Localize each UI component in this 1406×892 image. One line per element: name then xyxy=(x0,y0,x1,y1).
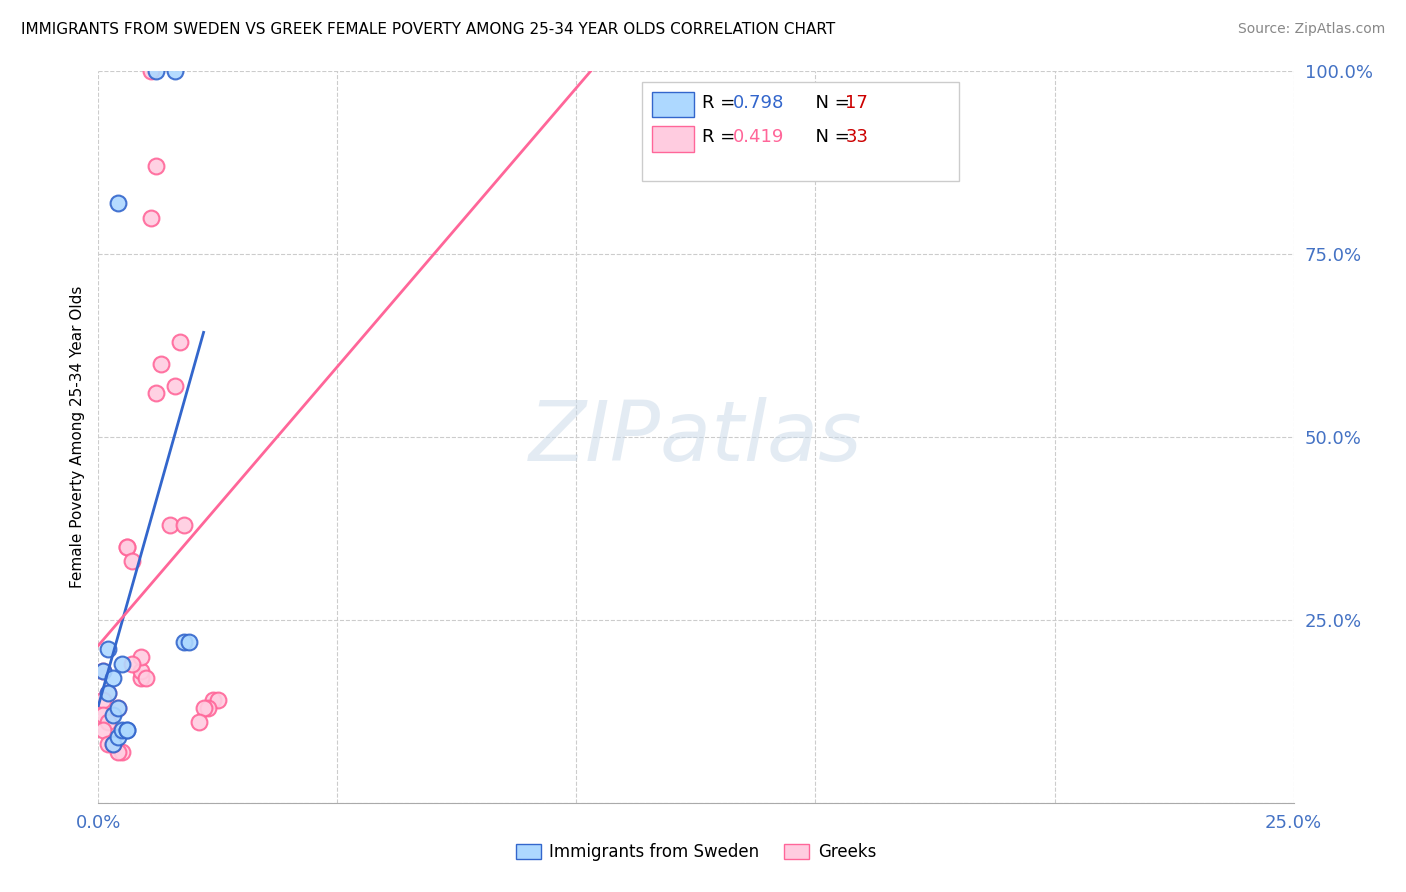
Point xyxy=(101,708,124,723)
Point xyxy=(111,745,134,759)
Point xyxy=(91,708,114,723)
Point xyxy=(115,540,138,554)
Point xyxy=(173,635,195,649)
Point xyxy=(131,664,153,678)
Point xyxy=(197,700,219,714)
Point xyxy=(91,664,114,678)
FancyBboxPatch shape xyxy=(652,126,693,152)
FancyBboxPatch shape xyxy=(643,82,959,181)
Text: N =: N = xyxy=(804,128,855,146)
Point xyxy=(101,672,124,686)
Point xyxy=(97,715,120,730)
Point xyxy=(115,723,138,737)
Point xyxy=(149,357,172,371)
Point xyxy=(139,64,162,78)
Point xyxy=(145,386,167,401)
Text: R =: R = xyxy=(702,94,741,112)
Legend: Immigrants from Sweden, Greeks: Immigrants from Sweden, Greeks xyxy=(509,837,883,868)
Point xyxy=(111,723,134,737)
Text: Source: ZipAtlas.com: Source: ZipAtlas.com xyxy=(1237,22,1385,37)
Point xyxy=(107,745,129,759)
Point xyxy=(173,517,195,532)
Text: R =: R = xyxy=(702,128,741,146)
Point xyxy=(135,672,157,686)
Point xyxy=(145,160,167,174)
Point xyxy=(97,737,120,751)
Point xyxy=(169,334,191,349)
Point xyxy=(107,196,129,211)
Point xyxy=(207,693,229,707)
Point xyxy=(131,672,153,686)
Y-axis label: Female Poverty Among 25-34 Year Olds: Female Poverty Among 25-34 Year Olds xyxy=(69,286,84,588)
Point xyxy=(163,379,186,393)
Text: ZIPatlas: ZIPatlas xyxy=(529,397,863,477)
Point xyxy=(97,686,120,700)
Point xyxy=(111,657,134,671)
Point xyxy=(187,715,209,730)
Point xyxy=(115,540,138,554)
Point xyxy=(121,657,143,671)
Point xyxy=(97,686,120,700)
Point xyxy=(179,635,201,649)
Point xyxy=(107,730,129,744)
Point xyxy=(97,642,120,657)
Text: IMMIGRANTS FROM SWEDEN VS GREEK FEMALE POVERTY AMONG 25-34 YEAR OLDS CORRELATION: IMMIGRANTS FROM SWEDEN VS GREEK FEMALE P… xyxy=(21,22,835,37)
Text: 17: 17 xyxy=(845,94,869,112)
Point xyxy=(101,737,124,751)
Point xyxy=(131,649,153,664)
Point xyxy=(163,64,186,78)
Point xyxy=(91,723,114,737)
FancyBboxPatch shape xyxy=(652,92,693,118)
Point xyxy=(139,211,162,225)
Point xyxy=(159,517,181,532)
Point xyxy=(145,64,167,78)
Point xyxy=(107,700,129,714)
Point xyxy=(202,693,225,707)
Point xyxy=(101,737,124,751)
Text: 0.798: 0.798 xyxy=(733,94,785,112)
Text: N =: N = xyxy=(804,94,855,112)
Point xyxy=(91,664,114,678)
Point xyxy=(91,693,114,707)
Text: 33: 33 xyxy=(845,128,869,146)
Point xyxy=(121,554,143,568)
Point xyxy=(115,723,138,737)
Point xyxy=(107,700,129,714)
Text: 0.419: 0.419 xyxy=(733,128,785,146)
Point xyxy=(193,700,215,714)
